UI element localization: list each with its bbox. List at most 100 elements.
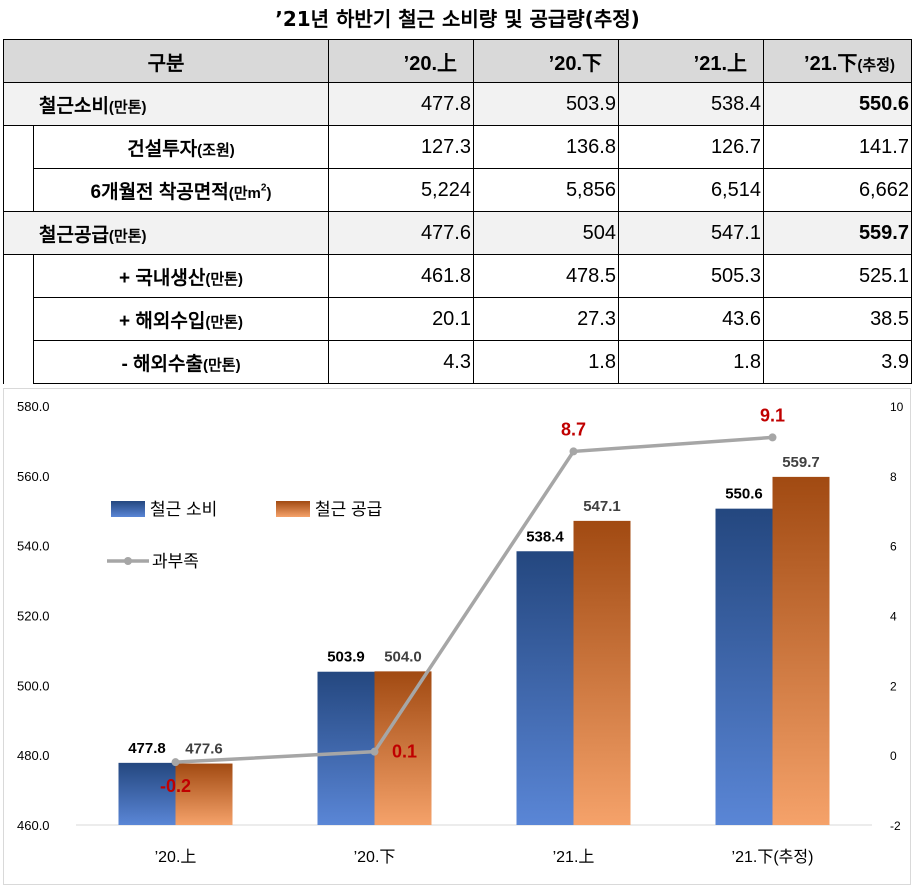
table-cell: 477.8: [328, 82, 474, 126]
table-cell: 5,856: [473, 168, 619, 212]
row-unit: (만톤): [108, 98, 147, 116]
indent-spacer: [3, 168, 34, 212]
line-data-label: 0.1: [392, 742, 417, 762]
data-table: 구분 ’20.上 ’20.下 ’21.上 ’21.下(추정) 철근소비(만톤) 477.8 5…: [3, 39, 912, 384]
x-tick-label: ’21.下(추정): [732, 848, 814, 866]
bar-data-label: 538.4: [526, 528, 564, 545]
row-label: 6개월전 착공면적(만m2): [33, 168, 329, 212]
table-cell: 1.8: [473, 340, 619, 384]
header-period-text: ’20.下: [548, 52, 602, 75]
table-cell: 141.7: [763, 125, 912, 169]
y-left-tick-label: 480.0: [17, 748, 50, 763]
indent-spacer: [3, 297, 34, 341]
header-label: 구분: [3, 39, 329, 83]
table-cell: 461.8: [328, 254, 474, 298]
line-data-label: 9.1: [760, 405, 785, 425]
row-label: - 해외수출(만톤): [33, 340, 329, 384]
line-point: [569, 447, 578, 456]
table-cell: 547.1: [618, 211, 764, 255]
y-left-tick-label: 520.0: [17, 609, 50, 624]
bar-data-label: 550.6: [725, 486, 763, 503]
y-right-tick-label: 4: [890, 610, 897, 624]
x-tick-label: ’21.上: [553, 848, 595, 866]
y-left-tick-label: 460.0: [17, 818, 50, 833]
legend-label: 철근 공급: [315, 500, 382, 519]
bar-data-label: 477.6: [185, 741, 223, 758]
x-tick-label: ’20.上: [155, 848, 197, 866]
y-left-tick-label: 580.0: [17, 399, 50, 414]
row-unit-close: ): [266, 184, 272, 202]
row-label-text: - 해외수출: [121, 353, 203, 375]
table-row: 철근공급(만톤) 477.6 504 547.1 559.7: [3, 211, 912, 255]
bar-data-label: 559.7: [782, 454, 820, 471]
header-period-text: ’21.下: [804, 52, 858, 75]
row-label-text: 6개월전 착공면적: [90, 181, 229, 203]
table-cell: 126.7: [618, 125, 764, 169]
row-label-text: 철근소비: [39, 95, 109, 117]
table-row: 건설투자(조원) 127.3 136.8 126.7 141.7: [3, 125, 912, 169]
legend-label: 과부족: [152, 552, 199, 571]
row-label: + 해외수입(만톤): [33, 297, 329, 341]
table-cell: 504: [473, 211, 619, 255]
indent-spacer: [3, 340, 34, 384]
y-right-tick-label: 8: [890, 470, 897, 484]
table-cell: 503.9: [473, 82, 619, 126]
bar-supply: [772, 476, 830, 825]
legend-swatch-consumption: [111, 501, 145, 517]
table-row: 철근소비(만톤) 477.8 503.9 538.4 550.6: [3, 82, 912, 126]
table-row: + 국내생산(만톤) 461.8 478.5 505.3 525.1: [3, 254, 912, 298]
table-cell: 478.5: [473, 254, 619, 298]
bar-data-label: 477.8: [128, 740, 166, 757]
row-unit: (만톤): [108, 227, 147, 245]
y-right-tick-label: -2: [890, 819, 901, 833]
row-label-text: 철근공급: [39, 224, 109, 246]
table-cell: 6,514: [618, 168, 764, 212]
row-unit: (만m: [228, 184, 261, 202]
line-point: [768, 433, 777, 442]
combo-chart: 460.0 480.0 500.0 520.0 540.0 560.0 580.0 -2 0 2 4…: [17, 399, 904, 866]
y-right-tick-label: 2: [890, 679, 897, 693]
legend-swatch-supply: [276, 501, 310, 517]
header-estimate-suffix: (추정): [857, 56, 895, 74]
table-cell: 4.3: [328, 340, 474, 384]
bar-consumption: [118, 762, 176, 825]
legend-label: 철근 소비: [150, 500, 217, 519]
header-period: ’20.上: [328, 39, 474, 83]
y-right-tick-label: 10: [890, 400, 904, 414]
table-cell: 136.8: [473, 125, 619, 169]
x-tick-label: ’20.下: [354, 849, 396, 866]
bar-consumption: [516, 551, 574, 825]
row-label: 철근소비(만톤): [3, 82, 329, 126]
bar-supply: [175, 763, 233, 825]
table-cell: 20.1: [328, 297, 474, 341]
bar-data-label: 504.0: [384, 648, 422, 665]
table-cell: 538.4: [618, 82, 764, 126]
line-data-label: -0.2: [160, 776, 191, 796]
header-period: ’20.下: [473, 39, 619, 83]
legend-swatch-surplus-marker: [124, 557, 132, 565]
header-period: ’21.下(추정): [763, 39, 912, 83]
table-cell: 43.6: [618, 297, 764, 341]
header-period-text: ’20.上: [403, 52, 457, 75]
y-right-tick-label: 6: [890, 540, 897, 554]
table-cell: 6,662: [763, 168, 912, 212]
bar-supply: [573, 520, 631, 825]
y-right-tick-label: 0: [890, 749, 897, 763]
row-unit: (만톤): [205, 313, 243, 331]
table-cell: 477.6: [328, 211, 474, 255]
line-surplus: [175, 435, 773, 764]
table-cell: 525.1: [763, 254, 912, 298]
bar-data-label: 547.1: [583, 498, 621, 515]
chart-area: 460.0 480.0 500.0 520.0 540.0 560.0 580.0 -2 0 2 4…: [3, 388, 911, 885]
table-row: + 해외수입(만톤) 20.1 27.3 43.6 38.5: [3, 297, 912, 341]
row-label: + 국내생산(만톤): [33, 254, 329, 298]
row-label: 철근공급(만톤): [3, 211, 329, 255]
table-cell: 5,224: [328, 168, 474, 212]
y-left-tick-label: 560.0: [17, 469, 50, 484]
bar-consumption: [317, 671, 375, 825]
row-label: 건설투자(조원): [33, 125, 329, 169]
y-left-tick-label: 540.0: [17, 539, 50, 554]
line-point: [370, 747, 379, 756]
table-row: 6개월전 착공면적(만m2) 5,224 5,856 6,514 6,662: [3, 168, 912, 212]
line-data-label: 8.7: [561, 419, 586, 439]
